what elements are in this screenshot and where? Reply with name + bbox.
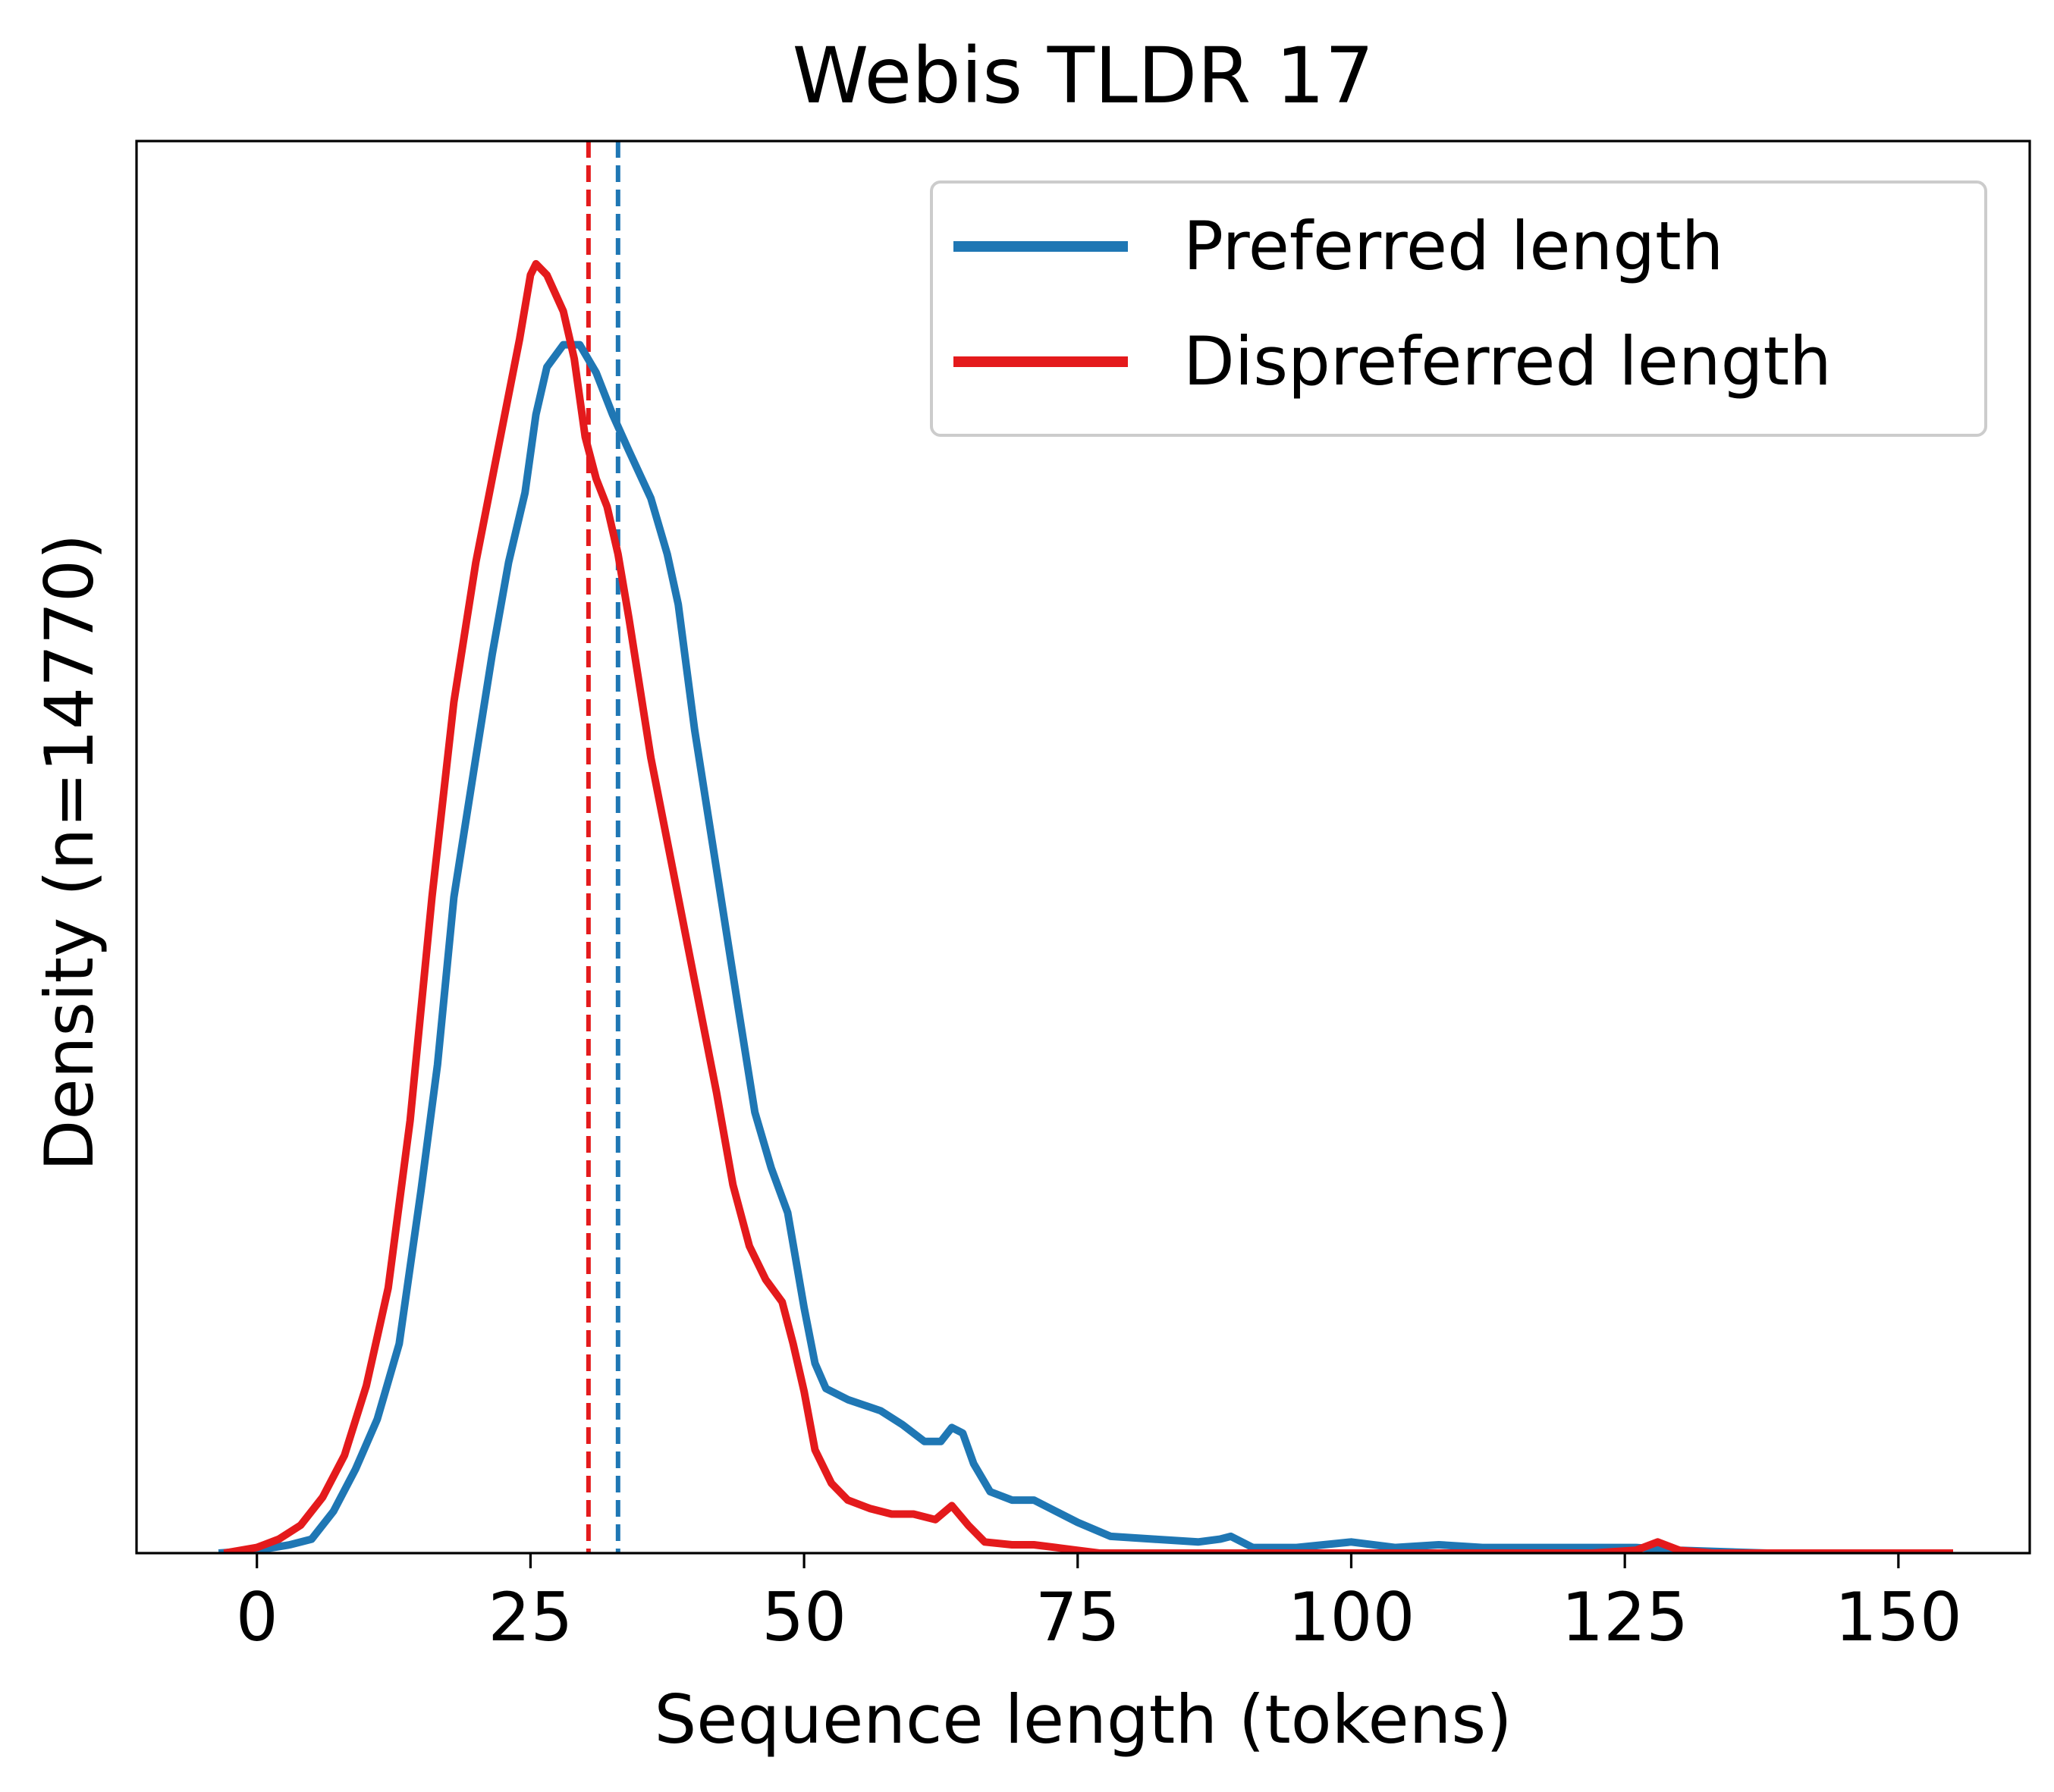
x-tick-label: 125 bbox=[1561, 1578, 1688, 1656]
x-tick-label: 100 bbox=[1287, 1578, 1415, 1656]
plot-frame bbox=[135, 140, 2031, 1555]
x-tick-label: 50 bbox=[762, 1578, 846, 1656]
x-tick-label: 150 bbox=[1835, 1578, 1962, 1656]
x-tick-label: 0 bbox=[236, 1578, 278, 1656]
series-lines bbox=[218, 141, 1953, 1553]
plot-area bbox=[218, 141, 1953, 1553]
chart-title: Webis TLDR 17 bbox=[792, 31, 1374, 121]
legend-box bbox=[930, 180, 1987, 437]
x-axis-label: Sequence length (tokens) bbox=[654, 1681, 1512, 1759]
legend: Preferred length Dispreferred length bbox=[930, 180, 1987, 437]
legend-label: Dispreferred length bbox=[1183, 322, 1832, 400]
x-tick-label: 75 bbox=[1035, 1578, 1120, 1656]
y-axis-label: Density (n=14770) bbox=[30, 534, 108, 1172]
legend-label: Preferred length bbox=[1183, 207, 1723, 285]
x-axis-ticks: 0 25 50 75 100 125 150 bbox=[236, 1553, 1962, 1656]
series-line-dispreferred bbox=[223, 259, 1953, 1553]
series-line-preferred bbox=[218, 341, 1767, 1553]
x-tick-label: 25 bbox=[488, 1578, 573, 1656]
